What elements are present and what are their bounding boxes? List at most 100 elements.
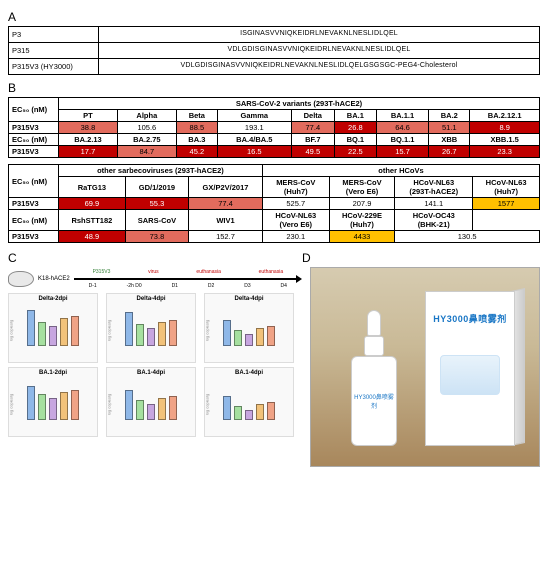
table-row: P315 VDLGDISGINASVVNIQKEIDRLNEVAKNLNESLI…	[9, 43, 540, 59]
timeline-virus: virus	[148, 269, 159, 275]
panel-a-label: A	[8, 10, 540, 24]
col-header: XBB.1.5	[470, 134, 540, 146]
ec50-cell: 55.3	[125, 198, 188, 210]
seq-name: P3	[9, 27, 99, 43]
ec50-cell: 73.8	[125, 231, 188, 243]
ec50-cell: 1577	[473, 198, 540, 210]
col-header: SARS-CoV	[125, 210, 188, 231]
ec50-cell: 69.9	[59, 198, 126, 210]
col-header: BA.1	[334, 110, 376, 122]
ec50-cell: 130.5	[395, 231, 540, 243]
ec50-cell: 8.9	[470, 122, 540, 134]
spray-bottle: HY3000鼻喷雾剂	[351, 316, 397, 446]
col-header: HCoV-NL63 (Vero E6)	[262, 210, 329, 231]
mouse-label: K18-hACE2	[38, 276, 70, 282]
ec50-cell: 45.2	[176, 146, 217, 158]
timeline-point: -2h D0	[127, 283, 142, 289]
panel-c-label: C	[8, 251, 302, 265]
bar	[158, 322, 166, 346]
ec50-cell: 26.7	[429, 146, 470, 158]
ec50-header: EC₅₀ (nM)	[9, 134, 59, 146]
ec50-cell: 525.7	[262, 198, 329, 210]
col-header: XBB	[429, 134, 470, 146]
ec50-cell: 207.9	[329, 198, 395, 210]
col-header: BQ.1	[334, 134, 376, 146]
chart: BA.1-4dpilog copies/g	[106, 367, 196, 437]
chart-title: BA.1-4dpi	[235, 370, 263, 376]
bar	[71, 390, 79, 420]
bar	[169, 320, 177, 346]
ec50-cell: 49.5	[291, 146, 334, 158]
other-hcov-title: other HCoVs	[262, 165, 539, 177]
col-header: BQ.1.1	[376, 134, 428, 146]
bar	[256, 404, 264, 420]
timeline-drug: P315V3	[93, 269, 111, 275]
col-header: HCoV-OC43 (BHK-21)	[395, 210, 473, 231]
ec50-cell: 64.6	[376, 122, 428, 134]
seq-value: ISGINASVVNIQKEIDRLNEVAKNLNESLIDLQEL	[99, 27, 540, 43]
col-header: BA.2.13	[59, 134, 118, 146]
col-header: BA.2	[429, 110, 470, 122]
timeline-point: D4	[281, 283, 287, 289]
bar	[223, 396, 231, 420]
bar	[234, 406, 242, 420]
ec50-cell: 152.7	[189, 231, 263, 243]
sequence-table: P3 ISGINASVVNIQKEIDRLNEVAKNLNESLIDLQEL P…	[8, 26, 540, 75]
y-axis-label: log copies/g	[107, 320, 112, 341]
other-cov-table: EC₅₀ (nM) other sarbecoviruses (293T-hAC…	[8, 164, 540, 243]
chart: Delta-4dpilog copies/g	[204, 293, 294, 363]
ec50-header: EC₅₀ (nM)	[9, 210, 59, 231]
seq-value: VDLGDISGINASVVNIQKEIDRLNEVAKNLNESLIDLQEL…	[99, 59, 540, 75]
col-header: GX/P2V/2017	[189, 177, 263, 198]
bar	[147, 328, 155, 346]
product-photo: HY3000鼻喷雾剂 HY3000鼻喷雾剂	[310, 267, 540, 467]
col-header: HCoV-NL63 (Huh7)	[473, 177, 540, 198]
row-label: P315V3	[9, 146, 59, 158]
bar	[256, 328, 264, 346]
ec50-cell: 77.4	[189, 198, 263, 210]
product-box: HY3000鼻喷雾剂	[425, 291, 515, 446]
row-label: P315V3	[9, 122, 59, 134]
bar	[267, 402, 275, 420]
bar	[147, 404, 155, 420]
chart: Delta-2dpi log copies/g	[8, 293, 98, 363]
y-axis-label: log copies/g	[9, 320, 14, 341]
bar	[27, 386, 35, 420]
bar	[136, 324, 144, 346]
col-header: WIV1	[189, 210, 263, 231]
col-header: HCoV-NL63 (293T-hACE2)	[395, 177, 473, 198]
ec50-cell: 51.1	[429, 122, 470, 134]
chart-title: Delta-2dpi	[38, 296, 67, 302]
col-header: PT	[59, 110, 118, 122]
ec50-cell: 23.3	[470, 146, 540, 158]
row-label: P315V3	[9, 231, 59, 243]
chart: BA.1-2dpilog copies/g	[8, 367, 98, 437]
col-header: RaTG13	[59, 177, 126, 198]
y-axis-label: log copies/g	[9, 394, 14, 415]
ec50-cell: 88.5	[176, 122, 217, 134]
bar	[71, 316, 79, 346]
col-header: MERS-CoV (Vero E6)	[329, 177, 395, 198]
bar	[49, 398, 57, 420]
ec50-cell: 4433	[329, 231, 395, 243]
ec50-cell: 77.4	[291, 122, 334, 134]
bar	[267, 326, 275, 346]
col-header: GD/1/2019	[125, 177, 188, 198]
chart-title: Delta-4dpi	[234, 296, 263, 302]
ec50-cell: 16.5	[217, 146, 291, 158]
bar	[169, 396, 177, 420]
chart-title: Delta-4dpi	[136, 296, 165, 302]
charts-grid: Delta-2dpilog copies/gDelta-4dpilog copi…	[8, 293, 298, 437]
col-header: Delta	[291, 110, 334, 122]
bar	[60, 392, 68, 420]
bar	[49, 326, 57, 346]
bar	[245, 410, 253, 420]
bar	[38, 394, 46, 420]
row-label: P315V3	[9, 198, 59, 210]
ec50-cell: 105.6	[117, 122, 176, 134]
ec50-cell: 26.8	[334, 122, 376, 134]
sars-title: SARS-CoV-2 variants (293T-hACE2)	[59, 98, 540, 110]
ec50-cell: 230.1	[262, 231, 329, 243]
bar	[60, 318, 68, 346]
col-header: BF.7	[291, 134, 334, 146]
